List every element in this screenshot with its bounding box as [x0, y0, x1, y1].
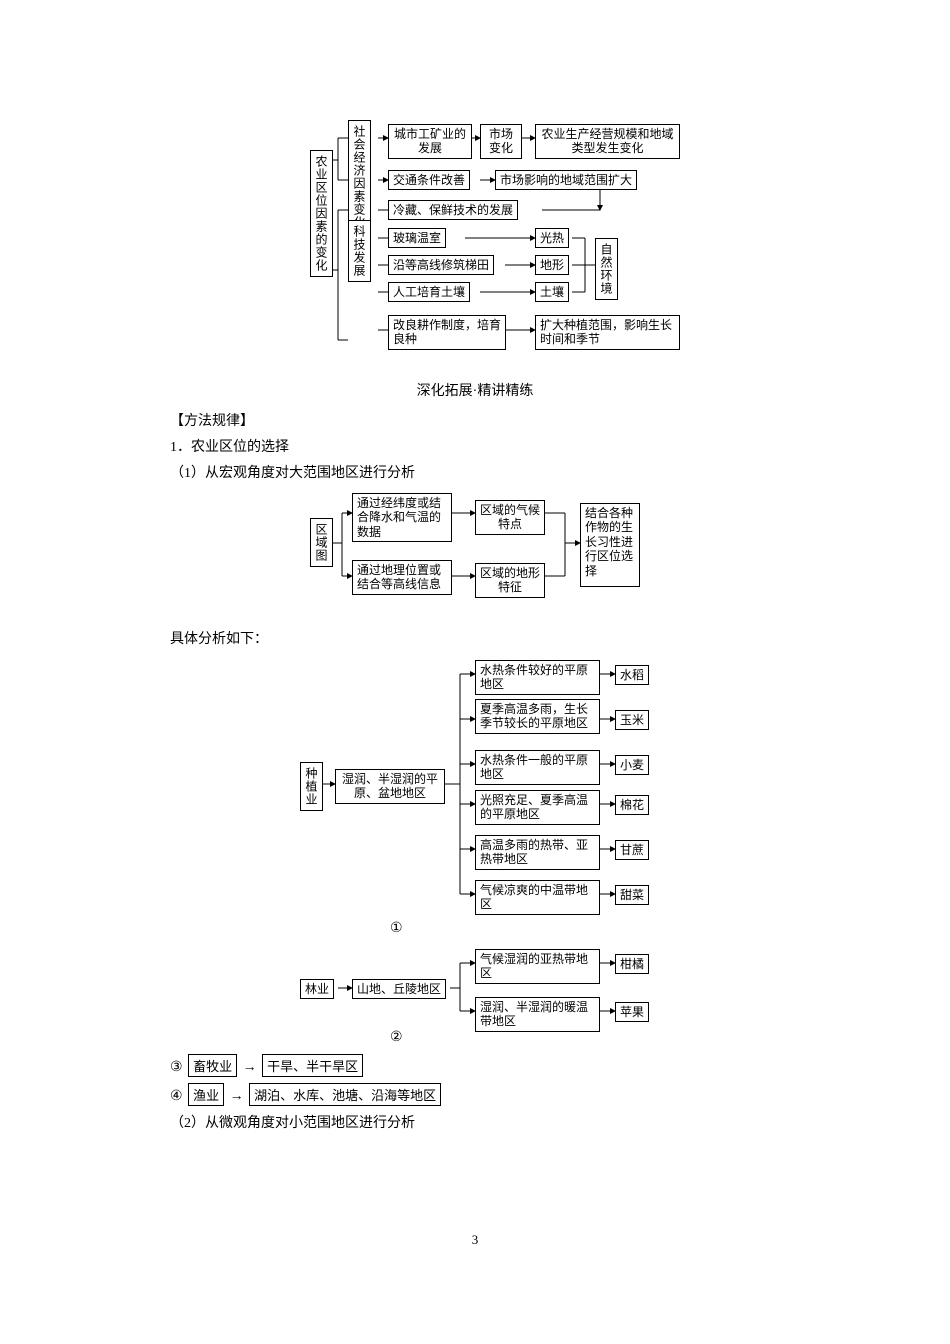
center-title: 深化拓展·精讲精练 [170, 380, 780, 400]
line4: ④ 渔业 → 湖泊、水库、池塘、沿海等地区 [170, 1083, 780, 1106]
diagram-3: 种植业 湿润、半湿润的平原、盆地地区 水热条件较好的平原地区 水稻 夏季高温多雨… [300, 654, 780, 924]
page-number: 3 [170, 1232, 780, 1248]
d3-r6a: 气候凉爽的中温带地区 [475, 880, 600, 915]
l4b: 湖泊、水库、池塘、沿海等地区 [249, 1083, 441, 1106]
section-1-heading: 【方法规律】 [170, 410, 780, 430]
d3-mid: 湿润、半湿润的平原、盆地地区 [335, 769, 445, 804]
d4-r2b: 苹果 [615, 1002, 649, 1022]
d3-r3a: 水热条件一般的平原地区 [475, 750, 600, 785]
diagram-1: 农业区位因素的变化 社会经济因素变化 城市工矿业的发展 市场变化 农业生产经营规… [310, 120, 780, 360]
d2-b1: 通过地理位置或结合等高线信息 [352, 560, 452, 595]
diagram-4: 林业 山地、丘陵地区 气候湿润的亚热带地区 柑橘 湿润、半湿润的暖温带地区 苹果 [300, 943, 780, 1033]
d1-c2: 玻璃温室 [388, 228, 446, 248]
d3-r1a: 水热条件较好的平原地区 [475, 660, 600, 695]
s1-1-2: （2）从微观角度对小范围地区进行分析 [170, 1112, 780, 1132]
d2-t1: 通过经纬度或结合降水和气温的数据 [352, 493, 452, 542]
d2-b2: 区域的地形特征 [475, 563, 545, 598]
d3-r5a: 高温多雨的热带、亚热带地区 [475, 835, 600, 870]
l4a: 渔业 [188, 1083, 224, 1106]
l3a: 畜牧业 [188, 1054, 237, 1077]
d1-a2: 市场变化 [480, 124, 522, 159]
d4-r1a: 气候湿润的亚热带地区 [475, 949, 600, 984]
d1-b1: 交通条件改善 [388, 170, 470, 190]
d1-b2: 市场影响的地域范围扩大 [495, 170, 637, 190]
d3-r2a: 夏季高温多雨，生长季节较长的平原地区 [475, 699, 600, 734]
d1-c3r: 地形 [535, 255, 569, 275]
d1-b2-label: 科技发展 [348, 220, 371, 282]
d1-c5r: 扩大种植范围，影响生长时间和季节 [535, 315, 680, 350]
s1-1: 1．农业区位的选择 [170, 436, 780, 456]
d3-r6b: 甜菜 [615, 885, 649, 905]
d4-r1b: 柑橘 [615, 954, 649, 974]
d2-r: 结合各种作物的生长习性进行区位选择 [580, 503, 640, 587]
d1-c3: 沿等高线修筑梯田 [388, 255, 494, 275]
d3-r2b: 玉米 [615, 710, 649, 730]
d1-root: 农业区位因素的变化 [310, 150, 333, 277]
d3-root: 种植业 [300, 762, 323, 811]
d1-c1: 冷藏、保鲜技术的发展 [388, 200, 518, 220]
d4-r2a: 湿润、半湿润的暖温带地区 [475, 997, 600, 1032]
d1-env: 自然环境 [595, 238, 618, 300]
d2-t2: 区域的气候特点 [475, 500, 545, 535]
d1-c4: 人工培育土壤 [388, 282, 470, 302]
s-mid: 具体分析如下： [170, 628, 780, 648]
d2-left: 区域图 [310, 518, 333, 567]
d1-a3: 农业生产经营规模和地域类型发生变化 [535, 124, 680, 159]
line3: ③ 畜牧业 → 干旱、半干旱区 [170, 1054, 780, 1077]
d4-mid: 山地、丘陵地区 [352, 979, 446, 999]
d3-r4b: 棉花 [615, 795, 649, 815]
s1-1-1: （1）从宏观角度对大范围地区进行分析 [170, 462, 780, 482]
d1-b1-label: 社会经济因素变化 [348, 120, 371, 234]
d3-r3b: 小麦 [615, 755, 649, 775]
d3-r5b: 甘蔗 [615, 840, 649, 860]
d3-r4a: 光照充足、夏季高温的平原地区 [475, 790, 600, 825]
d4-root: 林业 [300, 979, 334, 999]
d3-r1b: 水稻 [615, 665, 649, 685]
diagram-2: 区域图 通过经纬度或结合降水和气温的数据 区域的气候特点 通过地理位置或结合等高… [310, 488, 780, 608]
d1-c5: 改良耕作制度，培育良种 [388, 315, 506, 350]
d1-a1: 城市工矿业的发展 [388, 124, 472, 159]
d1-c4r: 土壤 [535, 282, 569, 302]
d1-c2r: 光热 [535, 228, 569, 248]
l3b: 干旱、半干旱区 [262, 1054, 363, 1077]
